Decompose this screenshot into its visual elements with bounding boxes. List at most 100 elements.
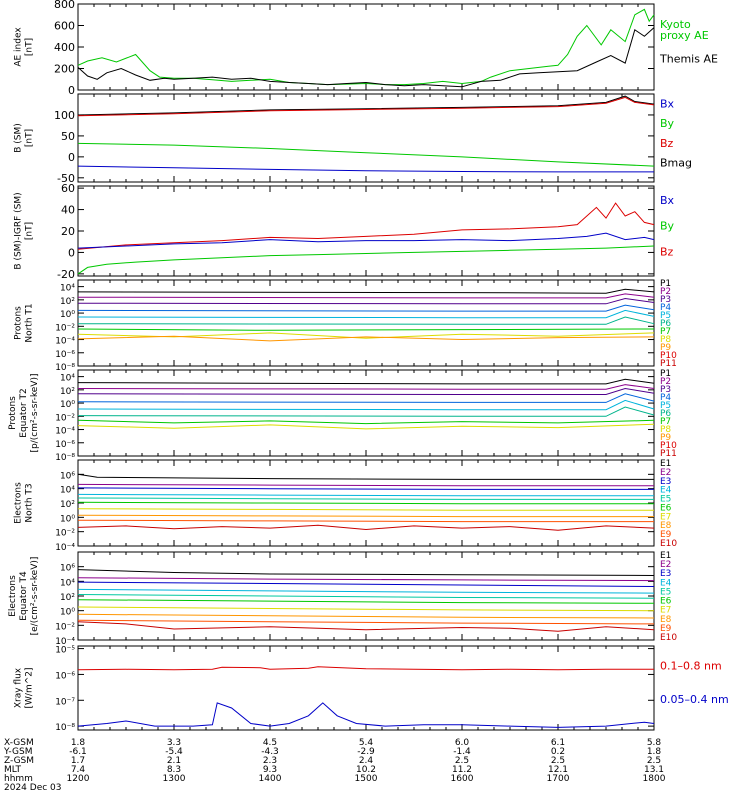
series-line-e6 [77,501,654,505]
legend-entry: E2 [660,468,671,478]
series-line-e9 [77,619,655,625]
axis-row-value: 1.8 [647,747,662,757]
series-line-p4 [77,304,655,312]
series-line-p1 [77,378,655,385]
legend-entry: E4 [660,578,672,588]
legend-entry: E2 [660,560,671,570]
legend-entry: Bmag [660,156,692,169]
series-line-e2 [77,577,655,582]
axis-row-value: -4.3 [261,747,279,757]
legend-entry: P11 [660,359,677,369]
legend-entry: P7 [660,417,671,427]
series-line-p9 [77,335,655,342]
y-tick-label: 10⁰ [60,400,75,410]
legend-entry: P6 [660,409,671,419]
legend-entry: P4 [660,303,671,313]
legend-entry: E7 [660,606,671,616]
legend-entry: Themis AE [659,52,718,65]
y-tick-label: 10⁴ [60,578,75,588]
legend-entry: E3 [660,569,671,579]
legend-entry: E6 [660,597,672,607]
y-tick-label: 10⁴ [60,486,75,496]
y-tick-label: 10⁻⁶ [55,350,75,360]
legend-entry: E7 [660,512,671,522]
panel-frame-8 [77,645,655,731]
series-line-by [77,245,655,275]
y-tick-label: 10⁶ [60,564,75,574]
axis-row-value: 5.4 [359,738,374,748]
axis-row-value: 1.8 [71,738,86,748]
series-line-e8 [77,613,655,619]
axis-row-label: MLT [4,765,22,775]
y-tick-label: 10⁻² [55,323,75,333]
legend-entry: P5 [660,311,671,321]
y-tick-label: 10⁻⁶ [55,671,75,681]
y-tick-label: 10⁴ [60,374,75,384]
series-line-e10 [77,621,655,632]
series-line-e6 [77,599,655,604]
y-tick-label: 20 [61,225,75,238]
y-tick-label: 10² [60,387,75,397]
legend-entry: E8 [660,615,672,625]
axis-row-label: X-GSM [4,738,34,748]
y-axis-label: Electrons [14,482,24,524]
y-tick-label: 100 [54,109,75,122]
legend-entry: Bx [660,194,675,207]
legend-entry: E10 [660,633,677,643]
series-line-p2 [77,293,655,299]
legend-entry: P1 [660,279,671,289]
series-line-e7 [77,606,655,612]
y-tick-label: 10⁻² [55,529,75,539]
y-tick-label: 10⁰ [60,608,75,618]
axis-row-label: Z-GSM [4,756,34,766]
series-line-e8 [77,514,654,518]
y-tick-label: 10⁻⁶ [55,440,75,450]
axis-row-value: 1200 [67,774,90,784]
series-line-e1 [77,569,655,576]
axis-row-value: 1.7 [71,756,85,766]
legend-entry: E9 [660,624,672,634]
axis-row-value: 2.5 [455,756,469,766]
y-tick-label: 800 [54,0,75,11]
y-tick-label: 0 [68,246,75,259]
axis-row-label: hhmm [4,774,33,784]
y-axis-label: Electrons [8,575,18,617]
y-tick-label: 10⁻⁸ [55,453,75,463]
legend-entry: P7 [660,327,671,337]
legend-entry: P9 [660,433,671,443]
series-line-p4 [77,393,655,403]
series-line-e4 [77,493,654,497]
legend-entry: E5 [660,495,671,505]
legend-entry: P2 [660,377,671,387]
axis-row-value: 1600 [451,774,474,784]
legend-entry: P11 [660,449,677,459]
axis-row-value: 7.4 [71,765,86,775]
y-axis-label: [nT] [25,38,35,56]
panel-frame-7 [77,551,655,641]
legend-entry: P8 [660,425,671,435]
axis-row-value: -6.1 [69,747,87,757]
series-line-e5 [77,594,655,599]
legend-entry: E9 [660,530,672,540]
y-tick-label: 200 [54,63,75,76]
series-line-p8 [77,423,655,430]
y-tick-label: 10⁻⁴ [55,337,75,347]
y-axis-label: AE index [14,27,24,67]
series-line-p3 [77,387,655,395]
panel-frame-3 [77,185,655,277]
y-tick-label: 10⁻⁴ [55,427,75,437]
y-tick-label: 10⁴ [60,284,75,294]
legend-entry: proxy AE [660,29,709,42]
y-axis-label: North T3 [25,483,35,522]
legend-entry: Bz [660,137,674,150]
y-tick-label: 40 [61,204,75,217]
y-axis-label: Protons [8,396,18,430]
series-line-p6 [77,406,655,417]
series-line-e3 [77,581,655,587]
legend-entry: P3 [660,295,671,305]
y-axis-label: Equator T2 [19,388,29,437]
y-tick-label: 10⁰ [60,514,75,524]
series-line-kyoto-proxy-ae [77,8,655,86]
y-tick-label: 10² [60,297,75,307]
